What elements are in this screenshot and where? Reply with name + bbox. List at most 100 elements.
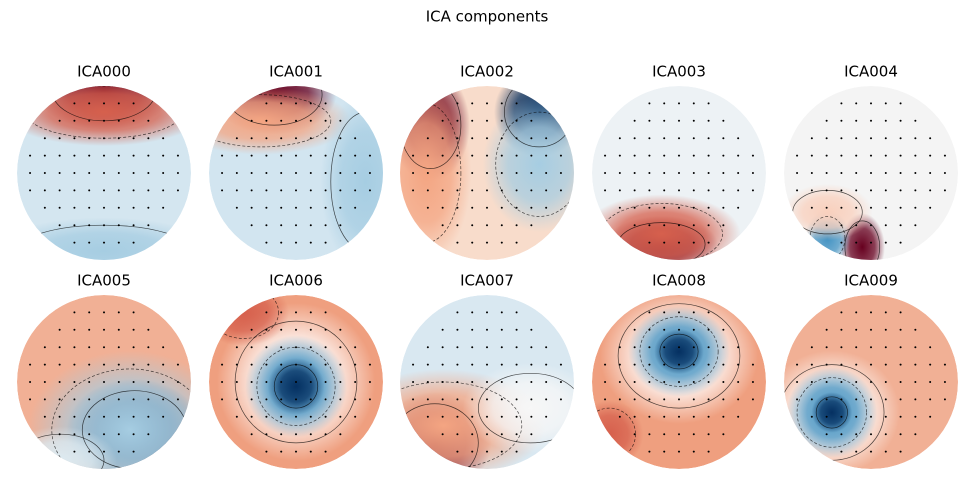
sensor: [840, 102, 843, 105]
sensor: [692, 363, 695, 366]
sensor: [751, 154, 754, 157]
sensor: [692, 398, 695, 401]
sensor: [132, 137, 135, 140]
sensor: [117, 415, 120, 418]
sensor: [117, 154, 120, 157]
sensor: [73, 363, 76, 366]
sensor: [663, 433, 666, 436]
sensor: [295, 311, 297, 314]
sensor: [280, 119, 283, 122]
sensor: [132, 189, 135, 192]
sensor: [456, 119, 459, 122]
sensor: [899, 206, 902, 209]
sensor: [810, 189, 813, 192]
sensor: [117, 206, 120, 209]
sensor: [324, 363, 327, 366]
sensor: [545, 381, 548, 383]
sensor: [426, 346, 429, 349]
sensor: [707, 206, 710, 209]
sensor: [324, 189, 327, 192]
sensor: [515, 189, 518, 192]
sensor: [486, 137, 488, 140]
sensor: [678, 328, 680, 331]
sensor: [737, 154, 740, 157]
sensor: [280, 328, 283, 331]
sensor: [929, 363, 932, 366]
sensor: [280, 189, 283, 192]
contour-line: [844, 220, 881, 260]
sensor: [162, 346, 165, 349]
sensor: [855, 102, 858, 105]
sensor: [648, 311, 651, 314]
sensor: [855, 241, 858, 244]
sensor: [162, 154, 165, 157]
sensor: [633, 381, 636, 383]
sensor: [73, 311, 76, 314]
sensor: [663, 450, 666, 453]
sensor: [73, 398, 76, 401]
sensor: [235, 381, 238, 383]
sensor: [884, 119, 887, 122]
sensor: [707, 224, 710, 227]
sensor: [825, 189, 828, 192]
sensor: [929, 189, 932, 192]
sensor: [295, 346, 297, 349]
sensor: [280, 206, 283, 209]
sensor: [840, 415, 843, 418]
sensor: [914, 363, 917, 366]
sensor: [707, 172, 710, 174]
sensor: [618, 206, 621, 209]
sensor: [441, 346, 444, 349]
sensor: [707, 415, 710, 418]
sensor: [796, 381, 799, 383]
sensor: [722, 381, 725, 383]
sensor: [221, 154, 224, 157]
contour-line: [639, 316, 719, 387]
sensor: [162, 206, 165, 209]
sensor: [810, 398, 813, 401]
sensor: [324, 433, 327, 436]
sensor: [515, 363, 518, 366]
sensor: [295, 328, 297, 331]
sensor: [870, 154, 872, 157]
sensor: [899, 381, 902, 383]
sensor: [58, 224, 61, 227]
sensor: [796, 172, 799, 174]
sensor: [692, 433, 695, 436]
sensor: [486, 328, 488, 331]
sensor: [88, 102, 91, 105]
sensor: [309, 381, 312, 383]
sensor: [117, 241, 120, 244]
sensor: [309, 206, 312, 209]
sensor: [618, 172, 621, 174]
sensor: [368, 154, 371, 157]
sensor: [810, 381, 813, 383]
sensor: [441, 137, 444, 140]
sensor: [884, 450, 887, 453]
sensor: [737, 346, 740, 349]
sensor: [663, 206, 666, 209]
sensor: [884, 137, 887, 140]
sensor: [221, 363, 224, 366]
sensor: [737, 206, 740, 209]
sensor: [530, 328, 533, 331]
sensor: [58, 363, 61, 366]
sensor: [899, 137, 902, 140]
sensor: [441, 415, 444, 418]
sensor: [840, 346, 843, 349]
sensor: [456, 450, 459, 453]
sensor: [500, 433, 503, 436]
sensor: [500, 154, 503, 157]
sensor: [884, 206, 887, 209]
sensor: [810, 363, 813, 366]
sensor: [88, 206, 91, 209]
sensor: [339, 206, 342, 209]
sensor: [471, 189, 474, 192]
sensor: [132, 363, 135, 366]
sensor: [633, 433, 636, 436]
sensor: [692, 137, 695, 140]
sensor: [295, 102, 297, 105]
sensor: [117, 102, 120, 105]
sensor: [235, 346, 238, 349]
sensor: [132, 328, 135, 331]
